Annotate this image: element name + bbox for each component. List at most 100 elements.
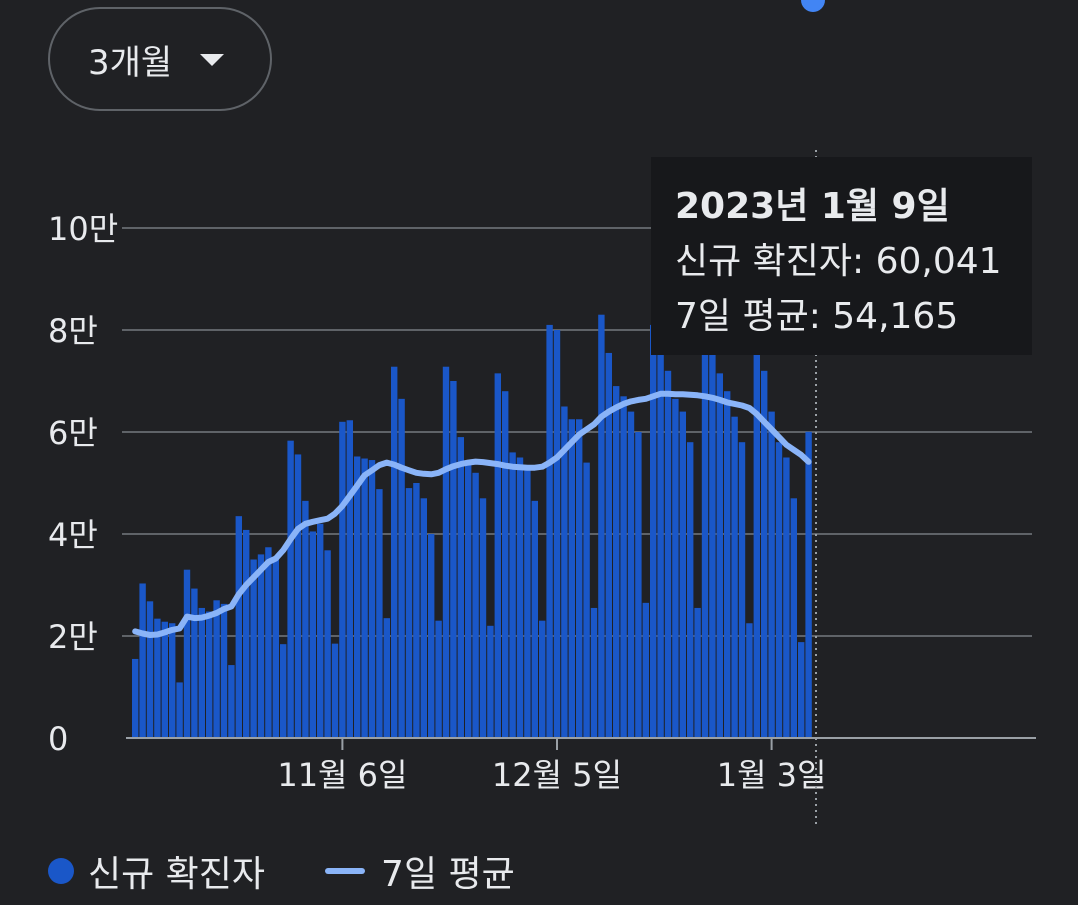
case-bar [568,419,575,738]
case-bar [598,314,605,738]
x-tick-label: 11월 6일 [277,756,407,794]
case-bar [257,554,265,738]
case-bar [220,603,228,738]
case-bar [465,462,472,738]
case-bar [524,465,531,738]
case-bar [694,607,701,738]
hover-indicator [801,0,825,826]
case-bar [539,620,546,738]
case-bar [479,498,487,738]
case-bar [761,370,768,738]
case-bar [191,588,198,738]
y-tick-label: 10만 [48,210,118,248]
case-bar [346,420,353,738]
hover-point-marker [801,0,825,12]
case-bar [146,601,154,738]
range-selector-button[interactable]: 3개월 [48,7,272,111]
legend-average-line-icon [325,868,366,874]
case-bar [516,457,524,738]
case-bar [724,391,731,738]
case-bar [738,442,746,738]
case-bar [576,419,583,738]
case-bar [354,456,361,738]
case-bar [383,618,390,738]
x-axis: 11월 6일 12월 5일 1월 3일 [126,737,1036,794]
case-bar [753,335,760,738]
case-bar [317,523,324,738]
y-tick-label: 4만 [48,516,98,554]
case-bar [169,623,176,738]
case-bar [413,483,420,738]
case-bar [635,432,642,738]
case-bar [287,440,294,738]
case-bar [494,373,501,738]
case-bar [250,559,257,738]
case-bar [605,352,612,738]
case-bar [783,457,790,738]
case-bar [139,583,146,738]
y-tick-label: 0 [48,720,68,758]
x-tick-label: 12월 5일 [492,756,622,794]
y-tick-label: 2만 [48,618,98,656]
case-bar [627,411,635,738]
case-bar [405,488,413,738]
case-bar [280,644,287,738]
case-bar [435,620,442,738]
case-bar [376,489,383,738]
caret-down-icon [200,54,225,66]
case-bar [265,547,272,738]
chart-bars [132,314,812,738]
case-bar [428,534,435,738]
case-bar [361,458,368,738]
case-bar [709,340,716,738]
tooltip-date: 2023년 1월 9일 [675,186,950,227]
case-bar [657,335,664,738]
case-bar [183,569,191,738]
case-bar [243,529,250,738]
case-bar [805,431,812,738]
case-bar [206,611,213,738]
case-bar [420,498,427,738]
case-bar [746,623,753,738]
legend-average-label: 7일 평균 [381,854,515,895]
case-bar [235,516,242,738]
case-bar [368,460,376,738]
case-bar [642,602,649,738]
case-bar [768,411,775,738]
range-selector-label: 3개월 [88,42,173,83]
chart-legend: 신규 확진자 7일 평균 [48,846,515,896]
case-bar [272,556,279,738]
case-bar [650,324,657,738]
case-bar [331,643,339,738]
case-bar [228,665,235,738]
case-bar [213,600,220,738]
case-bar [531,500,538,738]
case-bar [687,442,694,738]
case-bar [457,437,464,738]
case-bar [553,330,561,738]
case-bar [546,324,553,738]
case-bar [502,391,509,738]
y-tick-label: 6만 [48,414,98,452]
case-bar [132,658,139,738]
case-bar [294,454,302,738]
case-bar [613,386,620,738]
case-bar [391,366,398,738]
case-bar [664,370,672,738]
case-bar [775,442,783,738]
case-bar [487,625,494,738]
case-bar [176,682,183,738]
average-line-group [132,390,812,638]
case-bar [701,330,709,738]
case-bar [583,462,590,738]
case-bar [620,396,627,738]
case-bar [339,421,346,738]
case-bar [198,607,205,738]
case-bar [731,416,738,738]
average-line [132,390,812,638]
case-bar [590,607,598,738]
y-axis-labels: 0 2만 4만 6만 8만 10만 [48,210,118,758]
y-tick-label: 8만 [48,312,98,350]
case-bar [161,621,168,738]
